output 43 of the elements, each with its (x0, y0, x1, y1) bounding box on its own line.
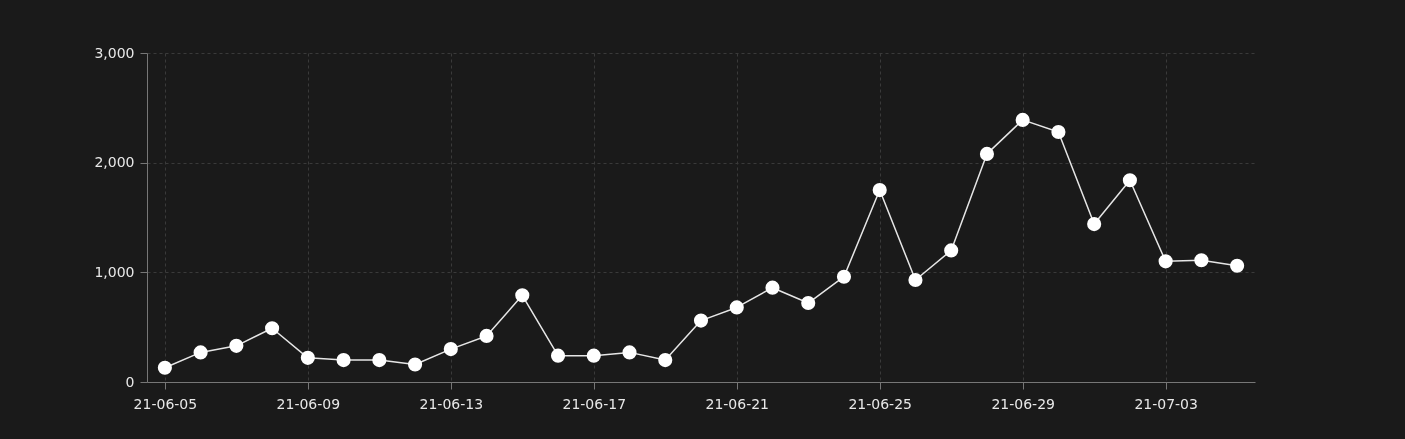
point (908, 272, 923, 288)
point (1158, 254, 1173, 269)
point (586, 348, 601, 363)
point (407, 357, 423, 372)
x-tick-label: 21-07-03 (1134, 395, 1198, 412)
y-tick-label: 2,000 (94, 154, 135, 171)
point (1122, 173, 1137, 188)
point (300, 350, 315, 365)
y-tick-label: 3,000 (94, 44, 135, 61)
point (979, 146, 995, 161)
y-tick-label: 1,000 (94, 263, 135, 280)
point (1051, 124, 1066, 140)
point (622, 345, 637, 360)
point (336, 353, 351, 368)
point (265, 321, 280, 336)
point (1230, 258, 1245, 273)
x-tick-label: 21-06-25 (848, 395, 912, 412)
point (765, 280, 780, 295)
point (229, 338, 244, 353)
point (1194, 253, 1209, 268)
point (801, 295, 816, 311)
y-tick-label: 0 (125, 373, 135, 390)
x-tick-label: 21-06-21 (705, 395, 770, 412)
x-tick-label: 21-06-05 (133, 395, 198, 412)
point (515, 288, 530, 303)
point (693, 313, 709, 328)
point (443, 342, 458, 357)
point (1087, 217, 1102, 232)
point (872, 183, 887, 198)
point (372, 353, 387, 368)
point (1015, 112, 1030, 127)
x-tick-label: 21-06-09 (276, 395, 341, 412)
point (944, 243, 959, 258)
point (658, 353, 673, 368)
point (193, 345, 208, 360)
point (729, 300, 744, 315)
x-tick-label: 21-06-13 (419, 395, 484, 412)
x-tick-label: 21-06-29 (991, 395, 1055, 412)
point (836, 269, 852, 284)
point (479, 328, 494, 343)
point (157, 360, 172, 375)
point (550, 348, 566, 363)
x-tick-label: 21-06-17 (562, 395, 627, 412)
